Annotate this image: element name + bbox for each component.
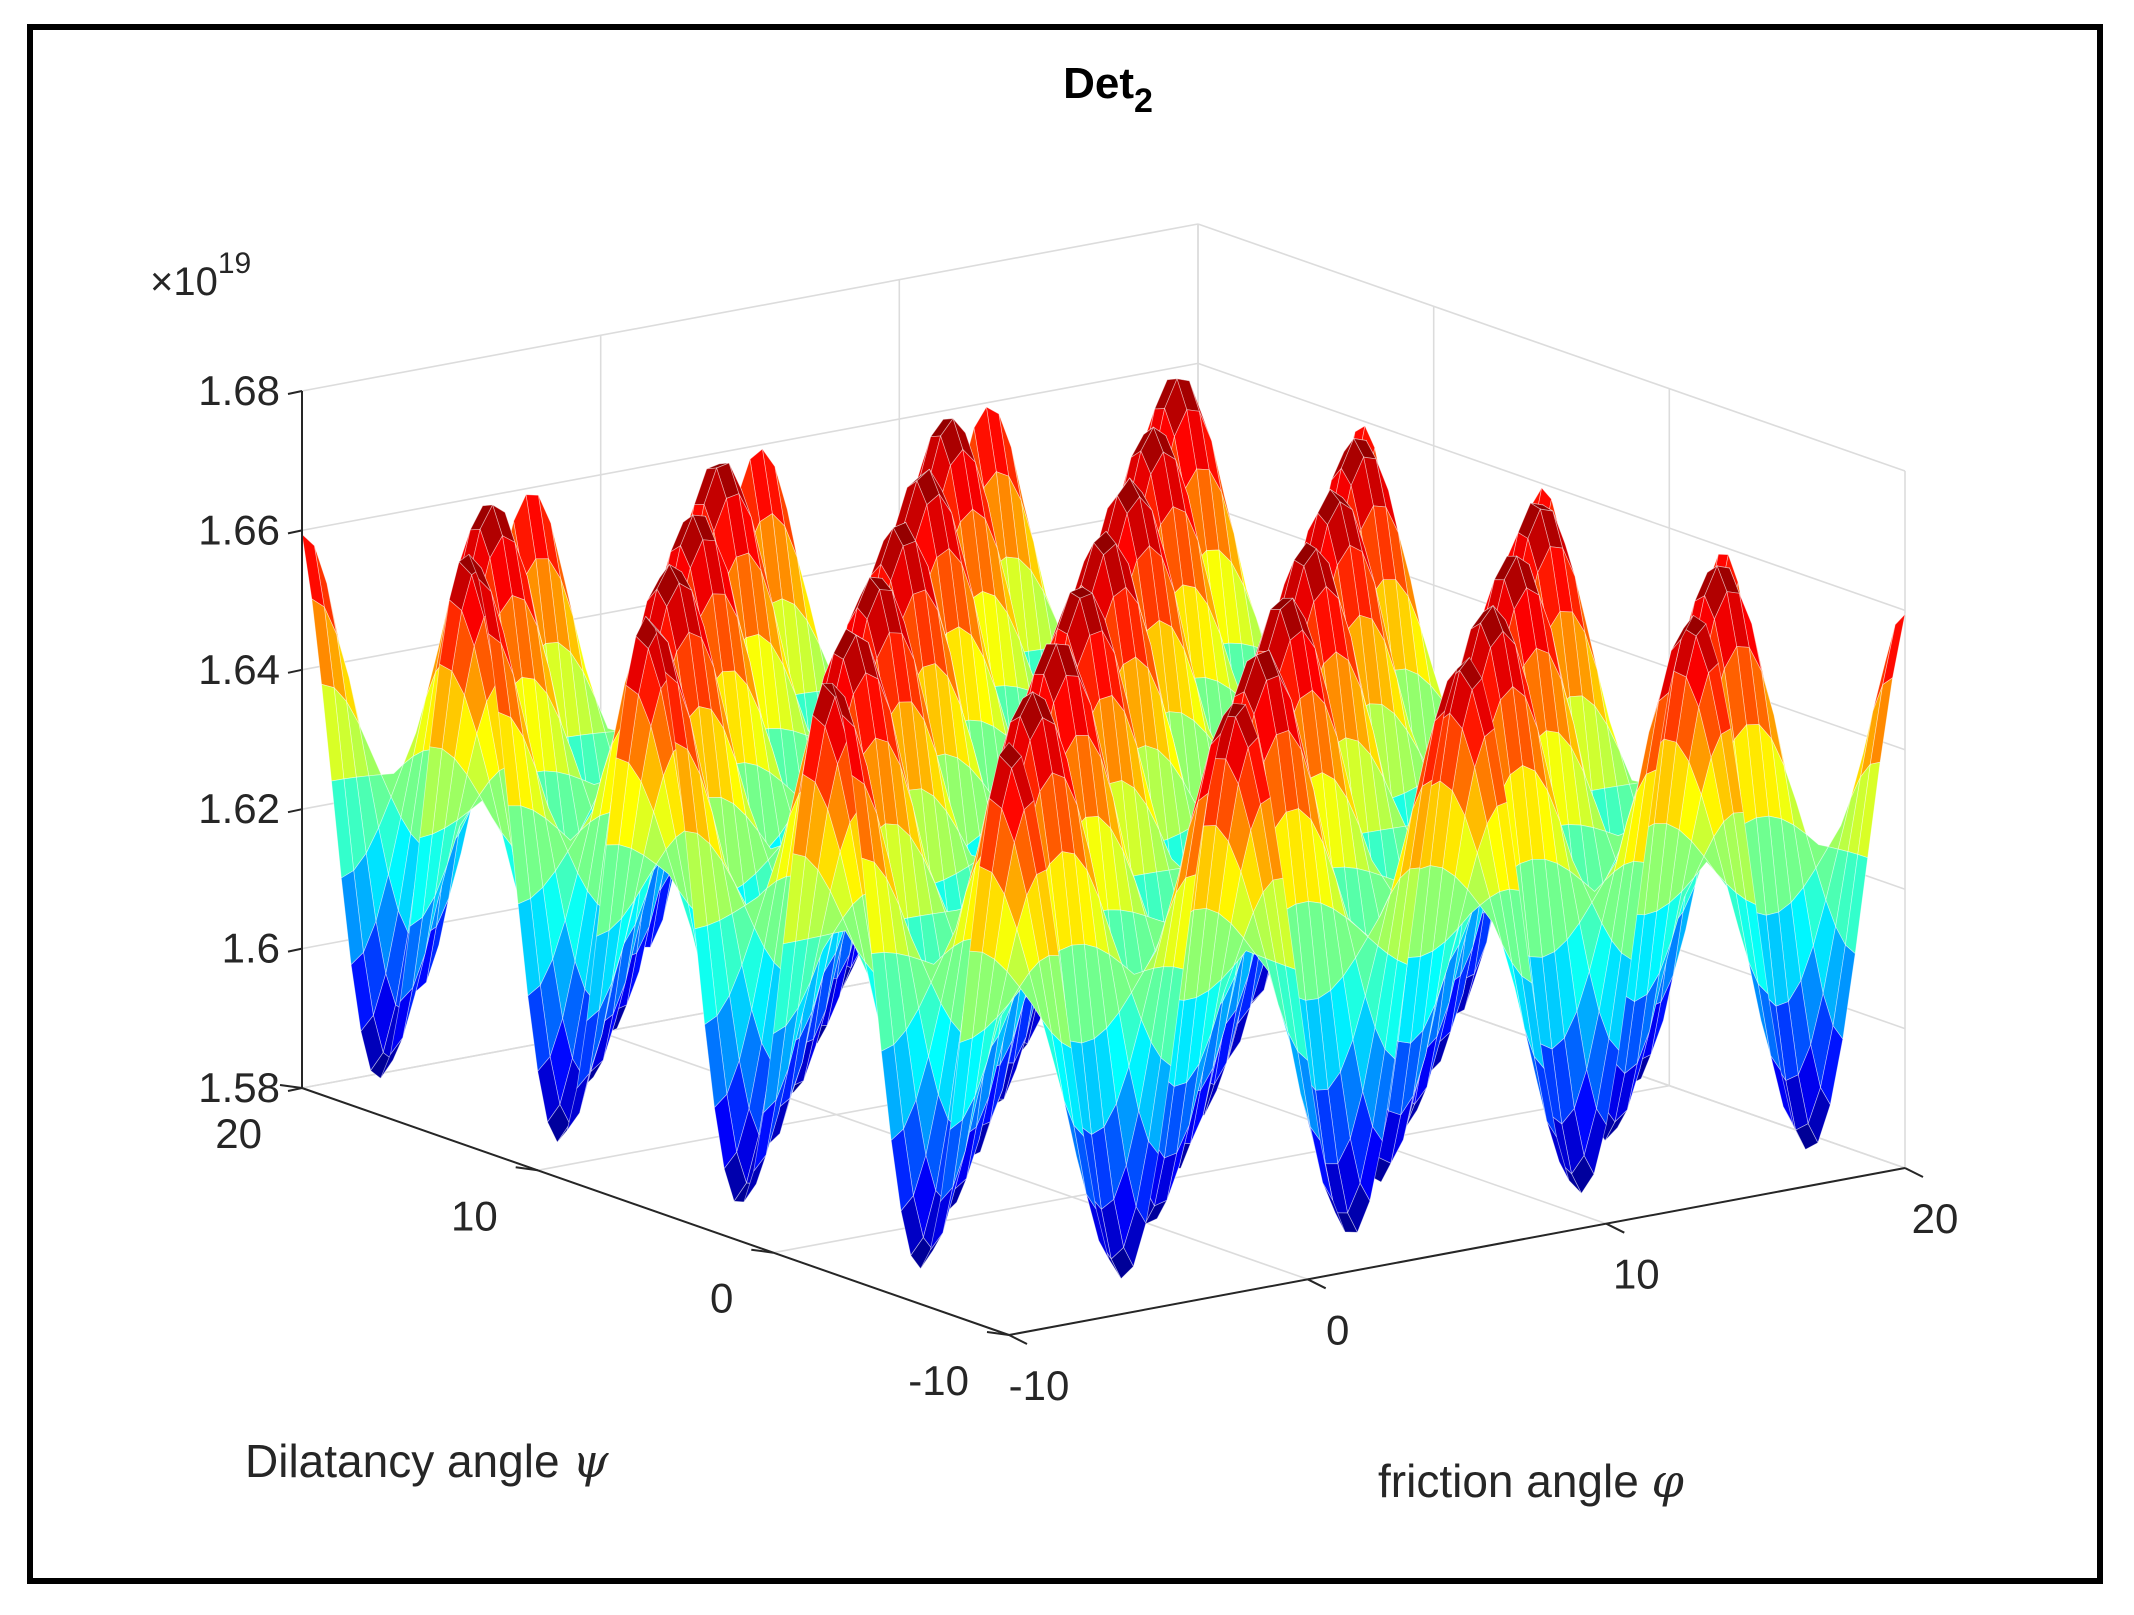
- side-wall-grid-line-z: [1197, 362, 1906, 612]
- surface-mesh: [301, 377, 1906, 1280]
- back-wall-grid-line-z: [301, 223, 1199, 392]
- surface-patch: [1882, 613, 1906, 686]
- back-wall-grid-line-z: [301, 362, 1199, 532]
- side-wall-grid-line-z: [1197, 223, 1906, 472]
